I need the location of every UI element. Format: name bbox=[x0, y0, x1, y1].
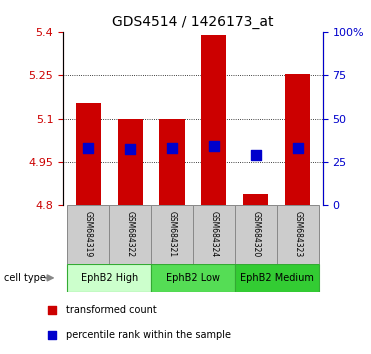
Bar bbox=[67, 205, 109, 264]
Bar bbox=[285, 74, 310, 205]
Bar bbox=[76, 103, 101, 205]
Text: EphB2 Medium: EphB2 Medium bbox=[240, 273, 313, 283]
Bar bbox=[277, 205, 319, 264]
Point bbox=[295, 145, 301, 150]
Text: EphB2 High: EphB2 High bbox=[81, 273, 138, 283]
Point bbox=[253, 153, 259, 158]
Text: GSM684324: GSM684324 bbox=[209, 211, 219, 258]
Text: GSM684323: GSM684323 bbox=[293, 211, 302, 258]
Bar bbox=[151, 205, 193, 264]
Bar bbox=[235, 205, 277, 264]
Title: GDS4514 / 1426173_at: GDS4514 / 1426173_at bbox=[112, 16, 274, 29]
Bar bbox=[118, 119, 143, 205]
Bar bbox=[235, 264, 319, 292]
Bar bbox=[160, 119, 184, 205]
Point bbox=[49, 307, 55, 313]
Bar bbox=[109, 205, 151, 264]
Text: EphB2 Low: EphB2 Low bbox=[166, 273, 220, 283]
Bar bbox=[243, 194, 268, 205]
Text: GSM684322: GSM684322 bbox=[126, 211, 135, 258]
Text: cell type: cell type bbox=[4, 273, 46, 283]
Point bbox=[85, 145, 91, 150]
Point bbox=[49, 332, 55, 337]
Point bbox=[169, 145, 175, 150]
Bar bbox=[193, 205, 235, 264]
Bar bbox=[67, 264, 151, 292]
Point bbox=[211, 143, 217, 149]
Text: GSM684321: GSM684321 bbox=[167, 211, 177, 258]
Bar bbox=[151, 264, 235, 292]
Bar bbox=[201, 35, 226, 205]
Text: GSM684320: GSM684320 bbox=[251, 211, 260, 258]
Text: GSM684319: GSM684319 bbox=[84, 211, 93, 258]
Text: transformed count: transformed count bbox=[66, 305, 157, 315]
Point bbox=[127, 146, 133, 152]
Text: percentile rank within the sample: percentile rank within the sample bbox=[66, 330, 231, 339]
